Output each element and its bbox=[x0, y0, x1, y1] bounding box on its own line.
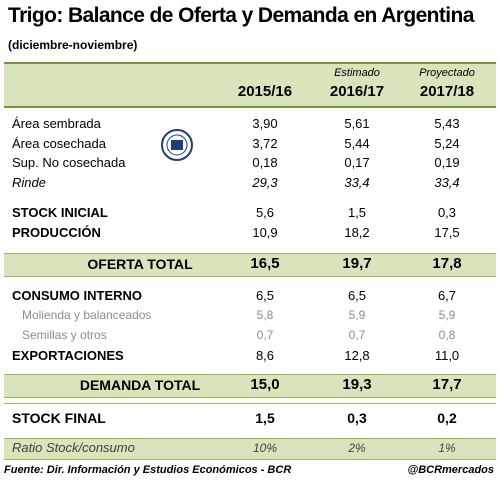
row-label: STOCK FINAL bbox=[12, 410, 106, 426]
cell-value: 29,3 bbox=[252, 175, 278, 190]
row-label: OFERTA TOTAL bbox=[87, 256, 193, 272]
cell-value: 0,19 bbox=[434, 155, 460, 170]
row-label: Ratio Stock/consumo bbox=[12, 440, 135, 455]
cell-value: 19,3 bbox=[342, 376, 372, 393]
cell-value: 6,5 bbox=[255, 288, 275, 303]
row-rule bbox=[4, 397, 496, 398]
cell-value: 17,8 bbox=[432, 255, 462, 272]
row-label: EXPORTACIONES bbox=[12, 348, 124, 363]
row-label: CONSUMO INTERNO bbox=[12, 288, 142, 303]
column-note: Proyectado bbox=[419, 67, 475, 79]
cell-value: 0,17 bbox=[344, 155, 370, 170]
cell-value: 8,6 bbox=[255, 348, 275, 363]
cell-value: 0,3 bbox=[437, 205, 457, 220]
cell-value: 0,2 bbox=[437, 410, 457, 426]
cell-value: 17,7 bbox=[432, 376, 462, 393]
cell-value: 0,3 bbox=[347, 410, 367, 426]
row-rule bbox=[4, 403, 496, 404]
cell-value: 3,90 bbox=[252, 116, 278, 131]
row-label: Área sembrada bbox=[12, 116, 101, 131]
header-rule bbox=[4, 62, 496, 64]
cell-value: 19,7 bbox=[342, 255, 372, 272]
row-label: Molienda y balanceados bbox=[22, 308, 152, 322]
column-note: Estimado bbox=[334, 67, 380, 79]
cell-value: 2% bbox=[348, 441, 366, 455]
cell-value: 1,5 bbox=[347, 205, 367, 220]
row-rule bbox=[4, 253, 496, 254]
handle: @BCRmercados bbox=[407, 464, 494, 476]
cell-value: 1% bbox=[438, 441, 456, 455]
row-label: Semillas y otros bbox=[22, 328, 107, 342]
cell-value: 0,7 bbox=[256, 328, 274, 342]
cell-value: 5,8 bbox=[256, 308, 274, 322]
cell-value: 1,5 bbox=[255, 410, 275, 426]
row-rule bbox=[4, 438, 496, 439]
row-label: STOCK INICIAL bbox=[12, 205, 108, 220]
cell-value: 5,24 bbox=[434, 136, 460, 151]
title: Trigo: Balance de Oferta y Demanda en Ar… bbox=[8, 4, 474, 27]
cell-value: 0,8 bbox=[438, 328, 456, 342]
header-rule bbox=[4, 106, 496, 108]
column-header: 2015/16 bbox=[237, 83, 293, 100]
cell-value: 15,0 bbox=[250, 376, 280, 393]
column-header: 2017/18 bbox=[419, 83, 475, 100]
cell-value: 6,5 bbox=[347, 288, 367, 303]
cell-value: 5,9 bbox=[348, 308, 366, 322]
cell-value: 33,4 bbox=[344, 175, 370, 190]
row-rule bbox=[4, 459, 496, 460]
cell-value: 5,61 bbox=[344, 116, 370, 131]
row-band bbox=[4, 438, 496, 459]
logo bbox=[161, 129, 193, 161]
cell-value: 5,44 bbox=[344, 136, 370, 151]
cell-value: 10% bbox=[252, 441, 278, 455]
cell-value: 10,9 bbox=[252, 225, 278, 240]
row-rule bbox=[4, 374, 496, 375]
row-band bbox=[4, 374, 496, 397]
cell-value: 6,7 bbox=[437, 288, 457, 303]
cell-value: 5,6 bbox=[255, 205, 275, 220]
cell-value: 18,2 bbox=[344, 225, 370, 240]
column-header: 2016/17 bbox=[329, 83, 385, 100]
row-label: Área cosechada bbox=[12, 136, 106, 151]
cell-value: 0,18 bbox=[252, 155, 278, 170]
header-band bbox=[4, 62, 496, 106]
row-label: Rinde bbox=[12, 175, 46, 190]
source: Fuente: Dir. Información y Estudios Econ… bbox=[4, 464, 292, 476]
cell-value: 3,72 bbox=[252, 136, 278, 151]
cell-value: 0,7 bbox=[348, 328, 366, 342]
row-label: Sup. No cosechada bbox=[12, 155, 126, 170]
row-label: PRODUCCIÓN bbox=[12, 225, 101, 240]
cell-value: 11,0 bbox=[434, 348, 460, 363]
cell-value: 5,9 bbox=[438, 308, 456, 322]
cell-value: 5,43 bbox=[434, 116, 460, 131]
row-band bbox=[4, 253, 496, 276]
subtitle: (diciembre-noviembre) bbox=[8, 38, 138, 52]
cell-value: 33,4 bbox=[434, 175, 460, 190]
cell-value: 17,5 bbox=[434, 225, 460, 240]
row-label: DEMANDA TOTAL bbox=[79, 377, 201, 393]
row-rule bbox=[4, 276, 496, 277]
cell-value: 16,5 bbox=[250, 255, 280, 272]
cell-value: 12,8 bbox=[344, 348, 370, 363]
